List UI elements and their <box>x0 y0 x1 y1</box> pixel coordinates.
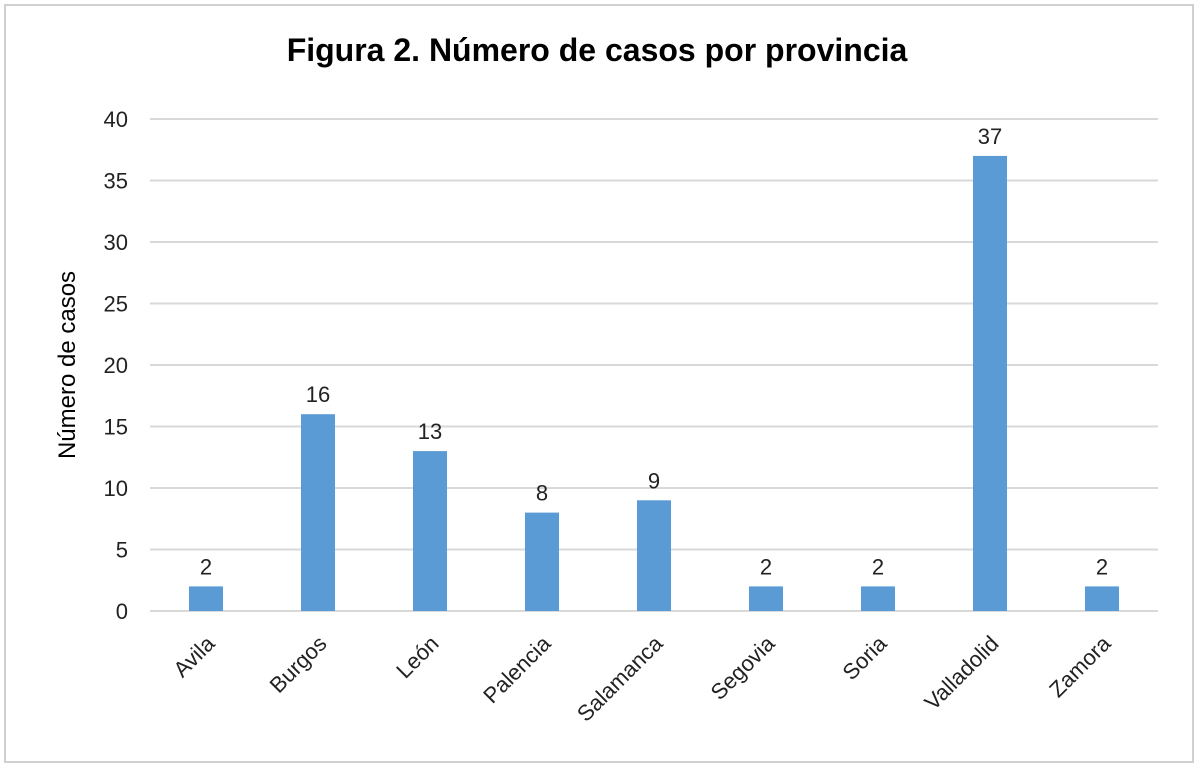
data-label: 2 <box>1096 554 1108 579</box>
data-label: 9 <box>648 468 660 493</box>
y-tick-label: 35 <box>104 169 128 194</box>
bar-palencia <box>525 512 559 611</box>
bar-zamora <box>1085 586 1119 611</box>
chart-title: Figura 2. Número de casos por provincia <box>286 32 908 68</box>
x-tick-label: Valladolid <box>920 631 1004 715</box>
y-tick-label: 15 <box>104 415 128 440</box>
data-label: 8 <box>536 481 548 506</box>
data-label: 13 <box>418 419 442 444</box>
data-label: 2 <box>200 554 212 579</box>
x-tick-label: Zamora <box>1044 630 1116 702</box>
x-tick-label: Segovia <box>706 630 780 704</box>
bars <box>189 155 1119 611</box>
y-tick-label: 5 <box>116 538 128 563</box>
x-tick-label: Salamanca <box>572 630 668 726</box>
data-label: 16 <box>306 382 330 407</box>
y-tick-label: 20 <box>104 353 128 378</box>
y-tick-label: 0 <box>116 599 128 624</box>
category-labels: Avila Burgos León Palencia Salamanca Segovia S… <box>168 630 1116 726</box>
bar-avila <box>189 586 223 611</box>
y-tick-label: 40 <box>104 107 128 132</box>
data-label: 2 <box>760 554 772 579</box>
bar-burgos <box>301 414 335 611</box>
x-tick-label: Soria <box>838 630 893 685</box>
y-tick-label: 10 <box>104 476 128 501</box>
y-tick-labels: 0 5 10 15 20 25 30 35 40 <box>104 107 128 624</box>
bar-valladolid <box>973 155 1007 611</box>
bar-soria <box>861 586 895 611</box>
x-tick-label: Palencia <box>478 630 556 708</box>
bar-león <box>413 451 447 611</box>
bar-segovia <box>749 586 783 611</box>
y-tick-label: 25 <box>104 292 128 317</box>
data-label: 2 <box>872 554 884 579</box>
x-tick-label: Burgos <box>265 631 332 698</box>
bar-salamanca <box>637 500 671 611</box>
x-tick-label: León <box>391 631 443 683</box>
x-tick-label: Avila <box>168 630 220 682</box>
y-axis-label: Número de casos <box>54 271 81 459</box>
data-labels: 2 16 13 8 9 2 2 37 2 <box>200 124 1108 580</box>
y-tick-label: 30 <box>104 230 128 255</box>
data-label: 37 <box>978 124 1002 149</box>
